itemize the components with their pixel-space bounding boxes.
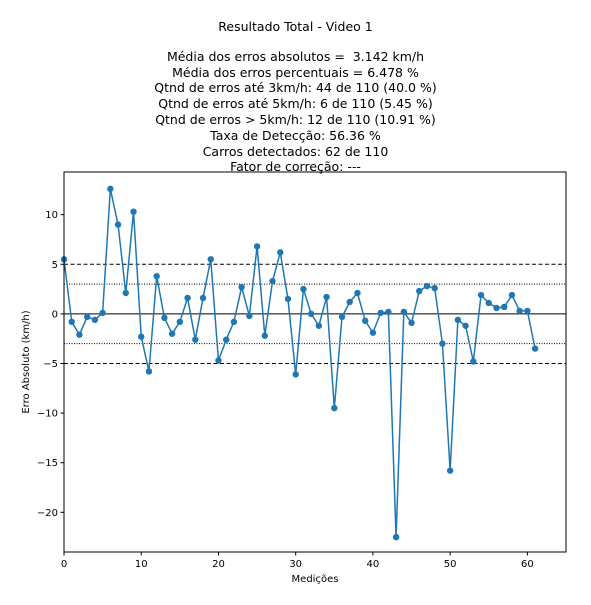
data-point	[277, 249, 284, 256]
x-tick-label: 10	[135, 559, 148, 570]
data-point	[99, 309, 106, 317]
y-tick-label: 0	[52, 309, 58, 320]
data-point	[462, 322, 469, 329]
x-tick-label: 20	[212, 559, 225, 570]
data-point	[431, 284, 438, 292]
data-point	[83, 313, 91, 321]
data-point	[114, 221, 122, 228]
series-group	[60, 185, 539, 541]
data-point	[416, 287, 423, 295]
data-point	[338, 313, 346, 321]
data-point	[284, 295, 292, 303]
data-point	[446, 467, 454, 474]
data-point	[493, 304, 500, 312]
reference-lines	[64, 263, 566, 364]
data-point	[176, 318, 184, 326]
data-point	[153, 272, 160, 280]
data-point	[524, 307, 531, 315]
data-point	[269, 277, 276, 285]
data-point	[369, 329, 377, 336]
axes-frame	[63, 171, 567, 553]
data-point	[408, 319, 415, 327]
data-point	[300, 285, 307, 293]
data-point	[508, 291, 516, 299]
chart-subtitle-line: Média dos erros percentuais = 6.478 %	[172, 64, 419, 80]
data-point	[192, 336, 199, 343]
data-point	[307, 310, 315, 318]
data-point	[531, 345, 539, 352]
data-point	[76, 331, 83, 338]
data-point	[346, 298, 353, 306]
data-point	[168, 330, 176, 337]
data-point	[362, 317, 369, 325]
chart-subtitle-line: Taxa de Detecção: 56.36 %	[210, 127, 381, 143]
chart-subtitle-line: Fator de correção: ---	[230, 159, 361, 175]
data-point	[107, 185, 114, 193]
x-tick-label: 50	[444, 559, 457, 570]
data-point	[331, 404, 338, 412]
x-tick-label: 40	[367, 559, 380, 570]
x-tick-label: 60	[521, 559, 534, 570]
data-point	[253, 243, 261, 250]
data-point	[470, 358, 477, 365]
data-point	[516, 307, 523, 315]
chart-title-block: Resultado Total - Video 1 Média dos erro…	[0, 19, 591, 175]
x-tick-label: 30	[289, 559, 302, 570]
data-point	[215, 357, 222, 364]
data-point	[439, 340, 446, 347]
data-point	[246, 312, 253, 320]
chart-subtitle-line: Qtnd de erros até 3km/h: 44 de 110 (40.0…	[154, 80, 437, 96]
data-point	[138, 333, 145, 340]
data-point	[91, 316, 99, 324]
y-tick-label: −20	[37, 508, 58, 519]
x-tick-label: 0	[61, 559, 67, 570]
data-point	[161, 314, 168, 322]
data-point	[199, 294, 207, 302]
data-point	[145, 368, 153, 375]
data-point	[377, 309, 384, 317]
data-point	[454, 316, 462, 324]
y-tick-label: −15	[37, 458, 58, 469]
data-point	[122, 289, 129, 297]
data-point	[485, 299, 492, 307]
data-point	[392, 533, 400, 541]
chart-subtitle-line: Carros detectados: 62 de 110	[202, 143, 389, 159]
data-point	[261, 332, 268, 339]
data-point	[184, 294, 191, 302]
data-point	[423, 282, 431, 290]
data-point	[323, 293, 330, 301]
x-axis-ticks: 0 10 20 30 40 50 60	[61, 552, 534, 570]
data-point	[230, 318, 238, 326]
y-tick-label: 5	[52, 260, 58, 271]
data-point	[315, 322, 323, 329]
y-tick-label: −5	[43, 359, 58, 370]
data-point	[68, 318, 75, 326]
y-axis-ticks: −20 −15 −10 −5 0 5 10	[37, 210, 64, 519]
chart-subtitle-line: Qtnd de erros > 5km/h: 12 de 110 (10.91 …	[155, 111, 436, 127]
series-line	[63, 188, 536, 538]
chart-subtitle-line: Qtnd de erros até 5km/h: 6 de 110 (5.45 …	[158, 96, 433, 112]
data-point	[501, 303, 508, 311]
chart-title: Resultado Total - Video 1	[218, 19, 373, 34]
x-axis-label: Medições	[292, 574, 339, 585]
data-point	[354, 289, 361, 297]
data-point	[477, 291, 485, 299]
data-point	[222, 336, 230, 343]
chart-subtitle-line: Média dos erros absolutos = 3.142 km/h	[166, 48, 425, 64]
data-point	[292, 371, 299, 378]
data-point	[238, 283, 245, 291]
data-point	[400, 308, 408, 316]
y-axis-label: Erro Absoluto (km/h)	[21, 310, 32, 413]
y-tick-label: −10	[37, 409, 58, 420]
y-tick-label: 10	[45, 210, 58, 221]
data-point	[385, 308, 392, 316]
data-point	[130, 208, 137, 215]
data-point	[207, 256, 214, 263]
